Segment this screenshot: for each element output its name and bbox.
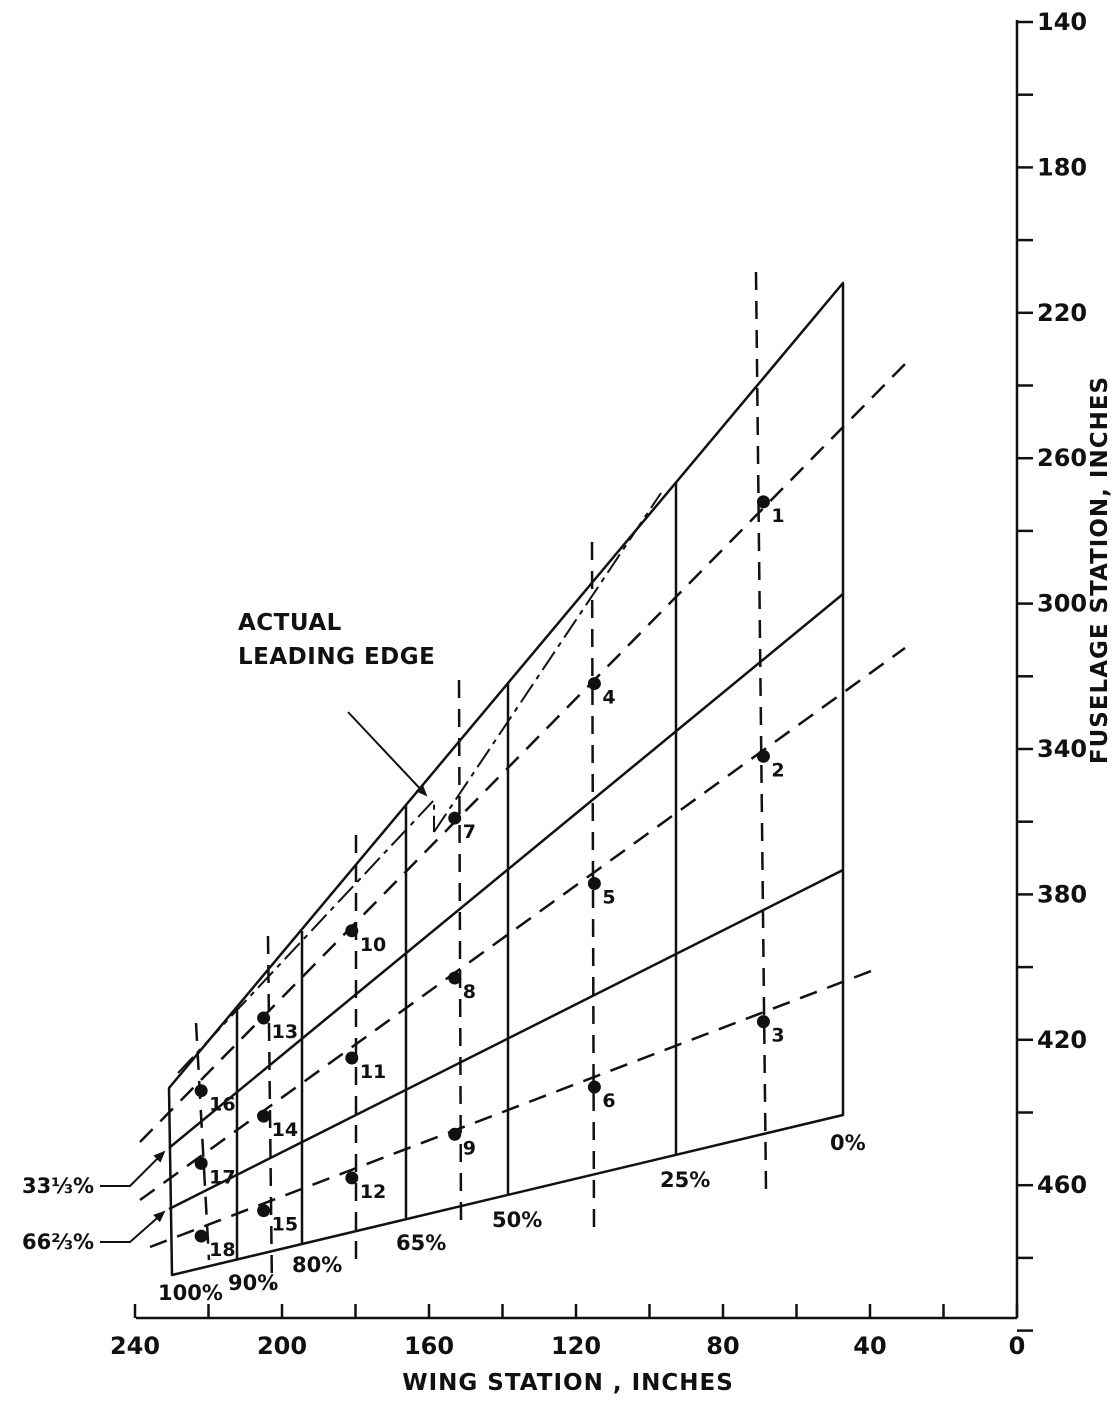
point-label-13: 13: [272, 1021, 298, 1043]
station-lines: [194, 271, 768, 1291]
point-3: [756, 1015, 770, 1029]
chord-line-33-third: [139, 361, 908, 1143]
point-2: [756, 749, 770, 763]
y-tick-label: 460: [1037, 1171, 1087, 1199]
point-6: [587, 1080, 601, 1094]
x-axis-ticks: 240 200 160 120 80 40 0: [110, 1304, 1025, 1360]
y-tick-label: 180: [1037, 153, 1087, 181]
point-16: [194, 1084, 208, 1098]
point-7: [448, 811, 462, 825]
chord-line-66-two-thirds: [139, 646, 906, 1202]
span-label-65: 65%: [396, 1231, 446, 1255]
point-17: [194, 1156, 208, 1170]
point-label-3: 3: [771, 1025, 784, 1047]
wing-outline: [167, 281, 845, 1277]
point-label-9: 9: [463, 1137, 476, 1159]
point-label-18: 18: [209, 1239, 235, 1261]
actual-leading-edge-line: [177, 797, 435, 1074]
point-9: [448, 1127, 462, 1141]
point-1: [756, 495, 770, 509]
x-tick-label: 160: [404, 1332, 454, 1360]
point-label-11: 11: [360, 1061, 386, 1083]
x-tick-label: 120: [551, 1332, 601, 1360]
point-label-12: 12: [360, 1181, 386, 1203]
point-11: [345, 1051, 359, 1065]
point-label-4: 4: [602, 687, 615, 709]
y-axis-title: FUSELAGE STATION, INCHES: [1087, 376, 1113, 764]
span-label-50: 50%: [492, 1208, 542, 1232]
point-label-8: 8: [463, 981, 476, 1003]
x-tick-label: 40: [853, 1332, 886, 1360]
point-label-10: 10: [360, 934, 386, 956]
constant-chord-line-50: [168, 868, 844, 1211]
leading-edge-annotation-line-1: ACTUAL: [238, 610, 342, 636]
station-line-6: [194, 1022, 211, 1261]
leading-edge-arrow: [347, 711, 428, 797]
actual-leading-edge-line-inboard: [433, 492, 662, 833]
point-label-6: 6: [602, 1090, 615, 1112]
y-tick-label: 420: [1037, 1026, 1087, 1054]
point-label-16: 16: [209, 1094, 235, 1116]
point-4: [587, 677, 601, 691]
y-tick-label: 260: [1037, 444, 1087, 472]
span-percent-labels: 100% 90% 80% 65% 50% 25% 0%: [158, 1131, 866, 1305]
point-18: [194, 1229, 208, 1243]
span-label-100: 100%: [158, 1281, 223, 1305]
point-8: [448, 971, 462, 985]
station-line-1: [754, 271, 768, 1191]
x-tick-label: 200: [257, 1332, 307, 1360]
point-14: [257, 1109, 271, 1123]
chord-label-33: 33⅓%: [22, 1174, 94, 1198]
point-label-5: 5: [602, 886, 615, 908]
point-label-14: 14: [272, 1119, 298, 1141]
span-label-0: 0%: [830, 1131, 866, 1155]
constant-chord-line-25: [168, 593, 844, 1149]
chord-label-66: 66⅔%: [22, 1230, 94, 1254]
point-13: [257, 1011, 271, 1025]
span-label-80: 80%: [292, 1253, 342, 1277]
y-tick-label: 220: [1037, 299, 1087, 327]
x-tick-label: 0: [1009, 1332, 1026, 1360]
point-label-1: 1: [771, 505, 784, 527]
chord-33-leader-arrow: [100, 1150, 166, 1187]
chord-percent-labels: 33⅓% 66⅔%: [22, 1150, 166, 1254]
station-line-3: [457, 679, 463, 1223]
x-tick-label: 80: [706, 1332, 739, 1360]
point-12: [345, 1171, 359, 1185]
chord-lines: [139, 361, 908, 1249]
chord-66-leader-arrow: [100, 1210, 166, 1243]
point-10: [345, 924, 359, 938]
span-label-25: 25%: [660, 1168, 710, 1192]
point-label-15: 15: [272, 1214, 298, 1236]
y-tick-label: 140: [1037, 8, 1087, 36]
actual-leading-edge: [177, 492, 662, 1074]
station-line-5: [266, 935, 274, 1291]
y-tick-label: 340: [1037, 735, 1087, 763]
span-label-90: 90%: [228, 1271, 278, 1295]
x-tick-label: 240: [110, 1332, 160, 1360]
x-axis-title: WING STATION , INCHES: [402, 1370, 734, 1396]
y-tick-label: 300: [1037, 590, 1087, 618]
point-label-2: 2: [771, 759, 784, 781]
leading-edge-annotation-line-2: LEADING EDGE: [238, 644, 435, 670]
chord-line-lower: [149, 966, 880, 1249]
y-tick-label: 380: [1037, 880, 1087, 908]
point-label-7: 7: [463, 821, 476, 843]
point-15: [257, 1204, 271, 1218]
y-axis-ticks: 140 180 220 260 300 340 380 420 460: [1017, 8, 1087, 1332]
point-5: [587, 876, 601, 890]
point-label-17: 17: [209, 1166, 235, 1188]
